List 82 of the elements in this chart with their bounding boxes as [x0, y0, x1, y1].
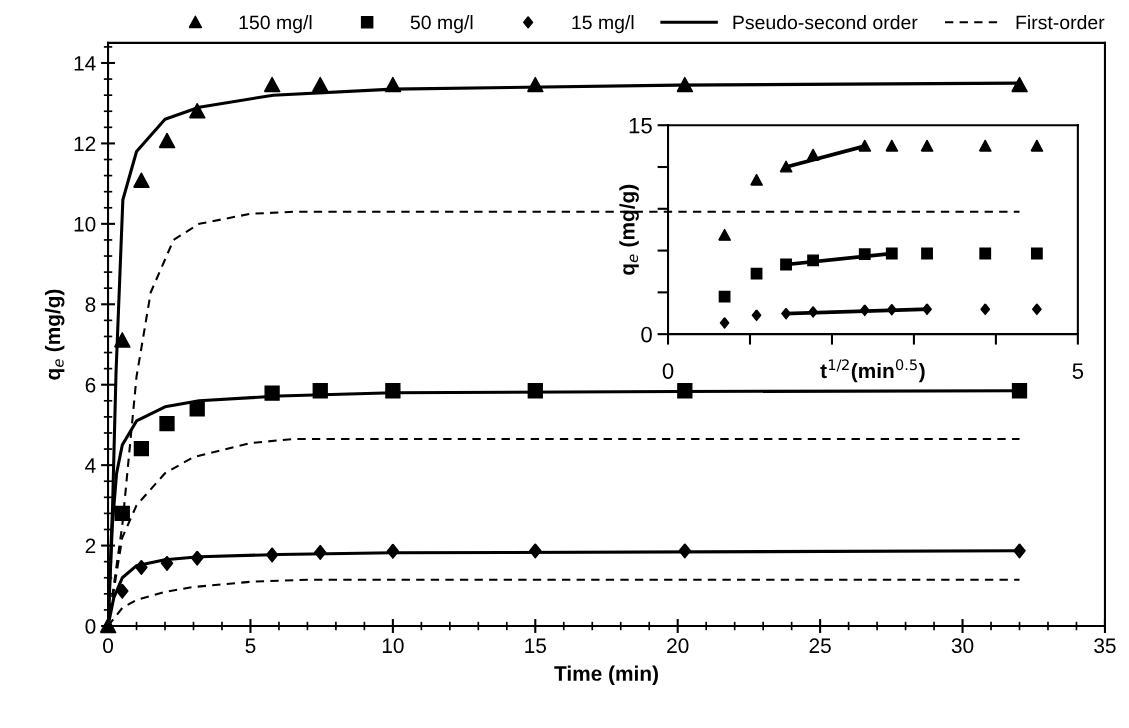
point [678, 543, 692, 559]
point [979, 247, 992, 260]
point [113, 332, 131, 348]
point [1013, 543, 1026, 559]
point [978, 139, 992, 152]
point [116, 583, 129, 599]
point [114, 505, 130, 522]
y-tick-label: 12 [74, 136, 96, 151]
point [751, 309, 762, 322]
x-tick-label: 0 [103, 638, 114, 654]
point [313, 544, 327, 561]
point [158, 132, 176, 149]
point [885, 139, 899, 152]
point [385, 383, 401, 399]
x-tick-label: 10 [382, 638, 404, 654]
point [135, 559, 148, 575]
point [384, 76, 402, 93]
point [529, 543, 542, 559]
point [921, 247, 933, 260]
y-tick-label: 14 [74, 56, 96, 71]
x-axis-title: Time (min) [554, 665, 658, 685]
point [676, 76, 694, 93]
point [885, 247, 898, 260]
point [133, 441, 150, 457]
x-tick-label: 20 [667, 638, 689, 654]
point [265, 547, 279, 563]
y-axis-title: q$_{e}$ (mg/g) [619, 184, 639, 275]
point [807, 254, 820, 267]
point [264, 385, 280, 401]
x-axis-title: t$^{1/2}$(min$^{0.5}$) [820, 359, 925, 383]
point [808, 305, 818, 318]
y-tick-label: 6 [85, 377, 96, 393]
point [922, 303, 932, 316]
point [312, 383, 328, 399]
point [160, 555, 174, 571]
point [718, 228, 732, 241]
legend-label: Pseudo-second order [733, 15, 918, 30]
point [190, 550, 204, 566]
point [188, 102, 206, 119]
y-tick-label: 10 [74, 216, 96, 232]
y-axis-title: q$_{e}$ (mg/g) [44, 289, 65, 380]
point [99, 617, 117, 634]
x-tick-label: 5 [1072, 363, 1084, 379]
x-tick-label: 25 [809, 638, 831, 654]
x-tick-label: 30 [951, 638, 974, 654]
point [677, 383, 693, 399]
point [189, 401, 205, 417]
point [1011, 76, 1028, 93]
point [719, 316, 730, 329]
y-tick-label: 4 [85, 458, 96, 473]
point [859, 304, 870, 317]
point [386, 543, 400, 559]
point [886, 303, 897, 316]
y-tick-label: 0 [85, 619, 96, 634]
point [781, 307, 791, 320]
point [806, 148, 820, 161]
point [980, 303, 991, 316]
point [311, 76, 329, 93]
point [858, 139, 872, 152]
y-tick-label: 2 [85, 538, 96, 554]
point [1011, 383, 1028, 399]
point [780, 258, 792, 271]
point [1030, 139, 1044, 152]
legend-label: 150 mg/l [239, 15, 312, 34]
legend-label: 15 mg/l [572, 15, 634, 34]
point [159, 416, 175, 432]
point [133, 172, 150, 189]
point [526, 76, 544, 93]
point [920, 139, 934, 152]
point [750, 173, 763, 186]
point [527, 383, 543, 399]
point [1030, 247, 1043, 260]
point [263, 76, 281, 93]
y-tick-label: 8 [85, 297, 96, 313]
legend-label: First-order [1016, 15, 1105, 30]
x-tick-label: 5 [245, 638, 256, 654]
point [858, 248, 871, 261]
point [779, 160, 793, 173]
x-tick-label: 35 [1094, 638, 1116, 654]
x-tick-label: 15 [525, 638, 547, 654]
legend-label: 50 mg/l [410, 15, 473, 34]
point [1032, 303, 1042, 316]
